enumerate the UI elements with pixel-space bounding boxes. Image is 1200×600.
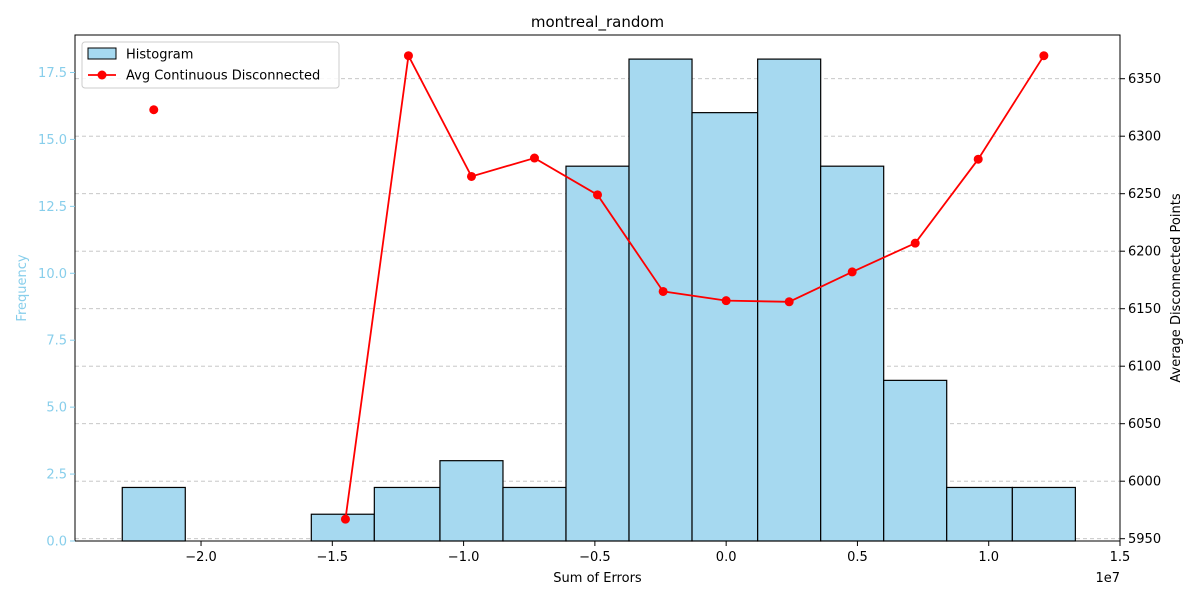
histogram-bar	[820, 165, 885, 542]
line-point	[593, 190, 602, 200]
histogram-bar	[946, 486, 1013, 542]
y-right-tick-label: 6050	[1128, 417, 1161, 432]
x-tick-label: 1.0	[978, 550, 999, 565]
histogram-bar	[439, 460, 504, 542]
line-point	[1039, 51, 1049, 61]
line-point	[658, 286, 668, 296]
chart-text: −2.0 −1.5 −1.0 −0.5 0.0 0.5 1.0 1.5 0.0 2.5 5.0 7.5…	[15, 13, 1184, 586]
histogram-bar	[565, 165, 630, 542]
histogram-bar	[502, 486, 567, 542]
y-right-tick-label: 5950	[1128, 532, 1161, 547]
line-point	[149, 105, 159, 115]
x-axis-label: Sum of Errors	[553, 571, 642, 586]
histogram-bar	[628, 58, 693, 542]
y-left-tick-label: 17.5	[38, 66, 67, 81]
x-tick-label: −1.0	[448, 550, 480, 565]
line-point	[721, 296, 731, 306]
legend-line-label: Avg Continuous Disconnected	[126, 69, 320, 84]
y-right-tick-label: 6350	[1128, 72, 1161, 87]
x-tick-label: −2.0	[185, 550, 217, 565]
y-left-tick-label: 10.0	[38, 267, 67, 282]
legend: Histogram Avg Continuous Disconnected	[81, 41, 340, 89]
y-left-tick-label: 0.0	[46, 535, 67, 550]
y-left-axis-label: Frequency	[15, 254, 30, 321]
line-point	[403, 51, 413, 61]
y-right-tick-label: 6250	[1128, 187, 1161, 202]
line-point	[847, 267, 857, 277]
line-point	[910, 238, 920, 248]
legend-histogram-label: Histogram	[126, 48, 193, 63]
x-tick-label: 0.0	[716, 550, 737, 565]
x-tick-label: −1.5	[317, 550, 349, 565]
histogram-bars	[121, 58, 1076, 542]
line-point	[973, 154, 983, 164]
histogram-bar	[373, 486, 441, 542]
x-tick-label: −0.5	[579, 550, 611, 565]
y-right-axis-label: Average Disconnected Points	[1169, 193, 1184, 382]
x-tick-label: 1.5	[1110, 550, 1131, 565]
legend-box	[81, 41, 340, 89]
line-series	[149, 51, 1049, 524]
y-right-tick-label: 6000	[1128, 475, 1161, 490]
legend-histogram-swatch	[87, 47, 117, 60]
line-point	[340, 514, 350, 524]
y-right-tick-label: 6200	[1128, 245, 1161, 260]
x-tick-label: 0.5	[847, 550, 868, 565]
x-axis-offset-label: 1e7	[1095, 571, 1120, 586]
histogram-bar	[691, 112, 759, 542]
y-right-tick-label: 6300	[1128, 130, 1161, 145]
histogram-bar	[883, 379, 948, 542]
legend-line-marker	[97, 70, 107, 80]
y-right-tick-label: 6150	[1128, 302, 1161, 317]
histogram-bar	[121, 486, 186, 542]
line-point	[529, 153, 539, 163]
y-left-tick-label: 5.0	[46, 401, 67, 416]
line-series-path	[344, 52, 1045, 520]
line-point	[466, 171, 476, 181]
axes	[70, 34, 1125, 546]
y-left-tick-label: 2.5	[46, 468, 67, 483]
histogram-bar	[1011, 486, 1076, 542]
chart-title: montreal_random	[531, 13, 664, 32]
plot-frame	[74, 34, 1121, 542]
y-right-tick-label: 6100	[1128, 360, 1161, 375]
line-point	[784, 297, 794, 307]
y-left-tick-label: 7.5	[46, 334, 67, 349]
y-left-tick-label: 12.5	[38, 200, 67, 215]
y-left-tick-label: 15.0	[38, 133, 67, 148]
